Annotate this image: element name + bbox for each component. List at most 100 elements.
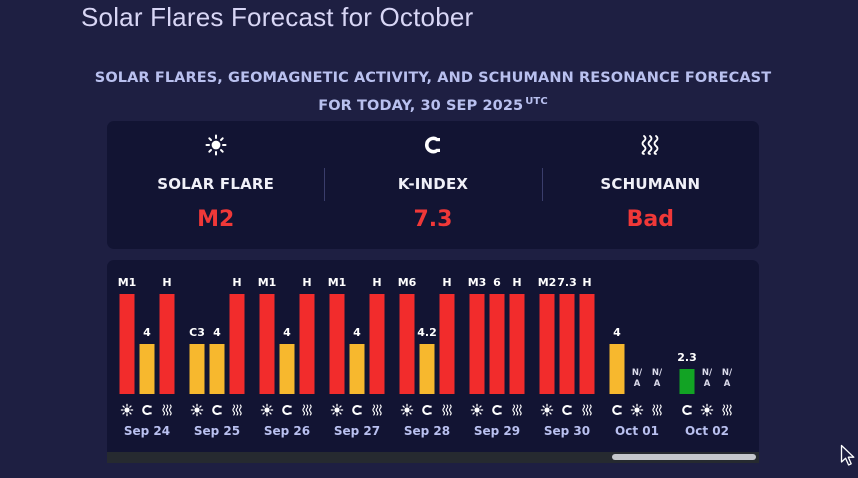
day-group-oct-02: N/A N/A <box>679 368 733 394</box>
sun-icon <box>107 133 324 157</box>
bar-oct-01-magnet[interactable] <box>609 344 625 394</box>
subtitle-timezone: UTC <box>525 96 548 107</box>
summary-panel: SOLAR FLARE M2 K-INDEX 7.3 SCHUMANN Bad <box>107 121 759 249</box>
bar-sep-28-magnet[interactable] <box>419 344 435 394</box>
date-label-sep-24: Sep 24 <box>124 424 170 438</box>
magnet-legend-icon <box>352 405 362 415</box>
bar-label-sep-24-sun: M1 <box>118 276 137 289</box>
day-group-sep-29 <box>469 294 525 394</box>
date-label-sep-29: Sep 29 <box>474 424 520 438</box>
bar-label-sep-26-magnet: 4 <box>283 326 291 339</box>
day-group-sep-28 <box>399 294 455 394</box>
sun-legend-icon <box>120 403 134 417</box>
bar-label-sep-25-sun: C3 <box>189 326 205 339</box>
wave-icon <box>542 133 759 157</box>
day-group-oct-01: N/A N/A <box>609 344 663 394</box>
date-label-oct-02: Oct 02 <box>685 424 729 438</box>
wave-legend-icon <box>512 404 522 416</box>
magnet-legend-icon <box>282 405 292 415</box>
bar-label-oct-01-wave: N/A <box>652 368 663 389</box>
bar-label-sep-29-wave: H <box>512 276 521 289</box>
wave-legend-icon <box>232 404 242 416</box>
bar-label-sep-30-wave: H <box>582 276 591 289</box>
subtitle-date: FOR TODAY, 30 SEP 2025 <box>318 98 524 114</box>
bar-sep-28-sun[interactable] <box>399 294 415 394</box>
bar-sep-29-magnet[interactable] <box>489 294 505 394</box>
bar-sep-27-wave[interactable] <box>369 294 385 394</box>
wave-legend-icon <box>302 404 312 416</box>
sun-legend-icon <box>400 403 414 417</box>
bar-sep-29-sun[interactable] <box>469 294 485 394</box>
forecast-subtitle: SOLAR FLARES, GEOMAGNETIC ACTIVITY, AND … <box>0 66 858 118</box>
sun-legend-icon <box>700 403 714 417</box>
bar-label-sep-26-sun: M1 <box>258 276 277 289</box>
bar-label-oct-01-magnet: 4 <box>613 326 621 339</box>
wave-legend-icon <box>372 404 382 416</box>
wave-legend-icon <box>162 404 172 416</box>
bar-sep-29-wave[interactable] <box>509 294 525 394</box>
k-index-label: K-INDEX <box>397 175 469 193</box>
forecast-chart[interactable]: H M1 4 H Sep 24 C3 4 H Sep 25 M1 4 H Sep 26 M1 4 H Sep 2… <box>107 260 759 463</box>
chart-scroll-thumb[interactable] <box>612 454 756 460</box>
bar-label-sep-26-wave: H <box>302 276 311 289</box>
bar-sep-30-wave[interactable] <box>579 294 595 394</box>
bar-sep-24-magnet[interactable] <box>139 344 155 394</box>
bar-sep-27-magnet[interactable] <box>349 344 365 394</box>
bar-label-sep-27-magnet: 4 <box>353 326 361 339</box>
bar-label-sep-25-magnet: 4 <box>213 326 221 339</box>
day-group-sep-24 <box>119 294 175 394</box>
bar-label-sep-30-magnet: 7.3 <box>557 276 577 289</box>
date-label-sep-28: Sep 28 <box>404 424 450 438</box>
bar-sep-26-magnet[interactable] <box>279 344 295 394</box>
magnet-legend-icon <box>612 405 622 415</box>
wave-legend-icon <box>722 404 732 416</box>
bar-label-sep-28-sun: M6 <box>398 276 417 289</box>
sun-legend-icon <box>260 403 274 417</box>
bar-label-sep-29-sun: M3 <box>468 276 487 289</box>
magnet-legend-icon <box>212 405 222 415</box>
wave-legend-icon <box>652 404 662 416</box>
bar-label-sep-28-wave: H <box>442 276 451 289</box>
bar-label-oct-01-sun: N/A <box>632 368 643 389</box>
page-title: Solar Flares Forecast for October <box>81 2 474 32</box>
bar-sep-28-wave[interactable] <box>439 294 455 394</box>
magnet-legend-icon <box>142 405 152 415</box>
bar-sep-25-sun[interactable] <box>189 344 205 394</box>
solar-flare-value: M2 <box>197 207 235 232</box>
magnet-legend-icon <box>492 405 502 415</box>
bar-label-sep-24-magnet: 4 <box>143 326 151 339</box>
sun-legend-icon <box>630 403 644 417</box>
schumann-label: SCHUMANN <box>600 175 701 193</box>
sun-legend-icon <box>190 403 204 417</box>
bar-label-sep-29-magnet: 6 <box>493 276 501 289</box>
bar-sep-26-wave[interactable] <box>299 294 315 394</box>
bar-sep-25-magnet[interactable] <box>209 344 225 394</box>
schumann-card: SCHUMANN Bad <box>541 121 759 249</box>
sun-legend-icon <box>470 403 484 417</box>
date-label-sep-25: Sep 25 <box>194 424 240 438</box>
day-group-sep-30 <box>539 294 595 394</box>
day-group-sep-25 <box>189 294 245 394</box>
solar-flare-card: SOLAR FLARE M2 <box>107 121 324 249</box>
bar-sep-24-wave[interactable] <box>159 294 175 394</box>
bar-sep-24-sun[interactable] <box>119 294 135 394</box>
bar-oct-02-magnet[interactable] <box>679 369 695 394</box>
date-label-oct-01: Oct 01 <box>615 424 659 438</box>
magnet-legend-icon <box>422 405 432 415</box>
solar-flare-label: SOLAR FLARE <box>157 175 275 193</box>
bar-sep-25-wave[interactable] <box>229 294 245 394</box>
k-index-card: K-INDEX 7.3 <box>324 121 541 249</box>
date-label-sep-26: Sep 26 <box>264 424 310 438</box>
sun-legend-icon <box>330 403 344 417</box>
bar-sep-30-sun[interactable] <box>539 294 555 394</box>
day-group-sep-26 <box>259 294 315 394</box>
bar-sep-26-sun[interactable] <box>259 294 275 394</box>
date-label-sep-27: Sep 27 <box>334 424 380 438</box>
chart-scrollbar[interactable] <box>107 452 759 463</box>
subtitle-line-2: FOR TODAY, 30 SEP 2025 UTC <box>0 90 858 118</box>
wave-legend-icon <box>442 404 452 416</box>
mouse-cursor-icon <box>840 444 855 466</box>
bar-sep-30-magnet[interactable] <box>559 294 575 394</box>
bar-label-sep-28-magnet: 4.2 <box>417 326 437 339</box>
bar-sep-27-sun[interactable] <box>329 294 345 394</box>
